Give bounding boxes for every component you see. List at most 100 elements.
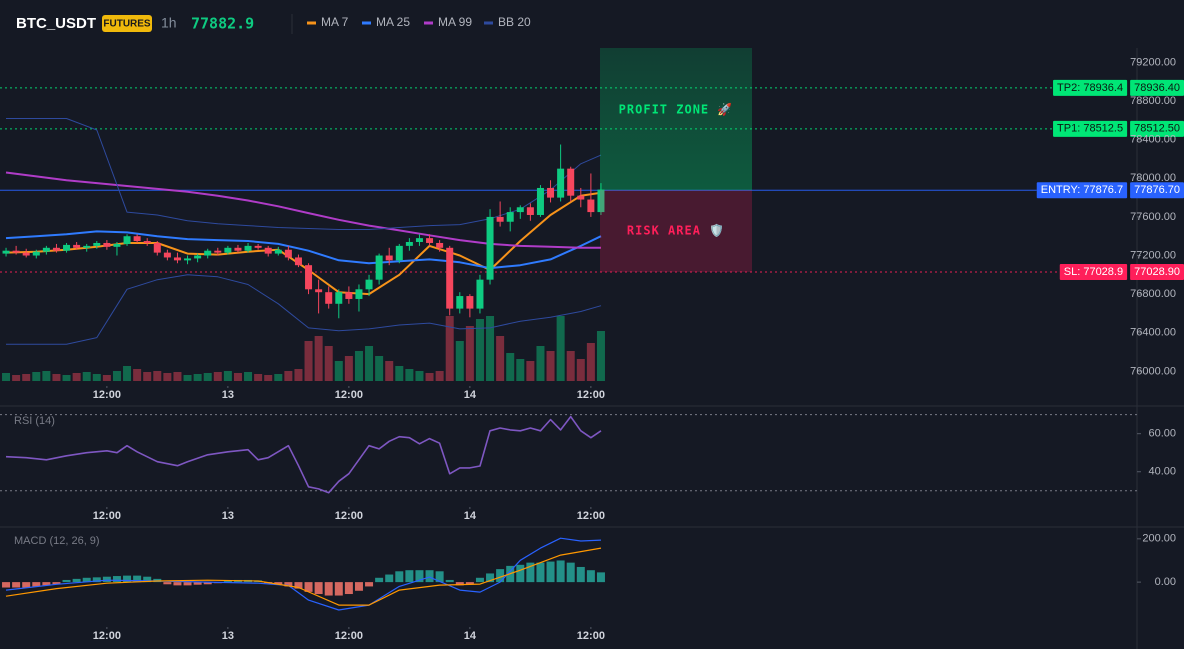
level-label: TP2: 78936.4 xyxy=(1057,82,1123,94)
volume-bar xyxy=(82,372,91,381)
volume-bar xyxy=(193,374,202,381)
macd-histogram-bar xyxy=(596,572,605,583)
volume-bar xyxy=(465,326,474,381)
volume-bar xyxy=(475,319,484,381)
macd-histogram-bar xyxy=(354,582,363,591)
volume-bar xyxy=(294,369,303,381)
macd-histogram-bar xyxy=(365,582,374,587)
candle-body xyxy=(587,199,595,213)
level-label: ENTRY: 77876.7 xyxy=(1041,184,1123,196)
macd-histogram-bar xyxy=(274,582,283,585)
volume-bar xyxy=(12,375,21,381)
macd-histogram-bar xyxy=(133,575,142,583)
macd-histogram-bar xyxy=(576,566,585,583)
interval: 1h xyxy=(161,15,177,31)
volume-bar xyxy=(254,374,263,381)
level-label: TP1: 78512.5 xyxy=(1057,123,1123,135)
volume-bar xyxy=(556,316,565,381)
y-tick-label: 76800.00 xyxy=(1130,288,1176,300)
x-tick-label: 13 xyxy=(222,389,234,401)
macd-histogram-bar xyxy=(173,582,182,586)
macd-histogram-bar xyxy=(82,577,91,583)
candle-body xyxy=(274,249,282,254)
volume-bar xyxy=(395,366,404,381)
volume-bar xyxy=(153,371,162,381)
macd-histogram-bar xyxy=(455,582,464,586)
legend-label: MA 99 xyxy=(438,15,472,29)
volume-bar xyxy=(32,372,41,381)
macd-histogram-bar xyxy=(516,564,525,583)
candle-body xyxy=(436,242,444,248)
volume-bar xyxy=(264,375,273,381)
candle-body xyxy=(405,242,413,246)
level-label-bg xyxy=(1059,264,1128,281)
legend-label: MA 25 xyxy=(376,15,410,29)
candle-body xyxy=(476,279,484,309)
x-tick-label: 12:00 xyxy=(335,510,363,522)
macd-histogram-bar xyxy=(546,561,555,583)
volume-bar xyxy=(133,369,142,381)
volume-bar xyxy=(526,361,535,381)
candle-body xyxy=(567,168,575,196)
candle-body xyxy=(526,207,534,215)
candle-body xyxy=(12,250,20,253)
macd-histogram-bar xyxy=(143,576,152,583)
volume-bar xyxy=(596,331,605,381)
risk-zone xyxy=(600,190,752,273)
volume-bar xyxy=(435,371,444,381)
volume-bar xyxy=(496,336,505,381)
macd-histogram-bar xyxy=(475,577,484,583)
macd-histogram-bar xyxy=(22,582,31,588)
volume-bar xyxy=(183,375,192,381)
macd-histogram-bar xyxy=(12,582,21,588)
volume-bar xyxy=(365,346,374,381)
macd-histogram-bar xyxy=(2,582,11,588)
candle-body xyxy=(577,195,585,200)
candle-body xyxy=(395,245,403,261)
candle-body xyxy=(385,255,393,261)
macd-histogram-bar xyxy=(486,573,495,583)
indicator-line xyxy=(5,171,601,249)
macd-histogram-bar xyxy=(425,570,434,583)
volume-bar xyxy=(213,372,222,381)
candle-body xyxy=(415,238,423,243)
macd-histogram-bar xyxy=(334,582,343,596)
macd-histogram-bar xyxy=(304,582,313,592)
volume-bar xyxy=(354,351,363,381)
x-tick-label: 12:00 xyxy=(93,510,121,522)
macd-histogram-bar xyxy=(193,582,202,585)
rsi-line xyxy=(5,415,602,494)
volume-bar xyxy=(52,374,61,381)
candle-body xyxy=(547,187,555,198)
volume-bar xyxy=(304,341,313,381)
volume-bar xyxy=(506,353,515,381)
legend-label: BB 20 xyxy=(498,15,531,29)
candle-body xyxy=(294,257,302,266)
candle-body xyxy=(456,296,464,309)
zone-label: PROFIT ZONE 🚀 xyxy=(619,103,734,117)
macd-histogram-bar xyxy=(496,569,505,583)
y-tick-label: 78800.00 xyxy=(1130,95,1176,107)
level-price-tag: 77876.70 xyxy=(1134,184,1180,196)
macd-histogram-bar xyxy=(526,562,535,583)
candle-body xyxy=(446,247,454,309)
y-tick-label: 40.00 xyxy=(1148,466,1176,478)
volume-bar xyxy=(42,371,51,381)
candle-body xyxy=(42,247,50,252)
candle-body xyxy=(345,292,353,299)
macd-histogram-bar xyxy=(72,578,81,583)
macd-histogram-bar xyxy=(566,562,575,583)
macd-histogram-bar xyxy=(183,582,192,586)
x-tick-label: 13 xyxy=(222,510,234,522)
volume-bar xyxy=(284,371,293,381)
level-label-bg xyxy=(1036,182,1128,199)
volume-bar xyxy=(566,351,575,381)
volume-bar xyxy=(112,371,121,381)
volume-bar xyxy=(62,375,71,381)
badge-bg xyxy=(102,15,152,32)
volume-bar xyxy=(536,346,545,381)
x-tick-label: 12:00 xyxy=(577,389,605,401)
x-tick-label: 12:00 xyxy=(335,630,363,642)
macd-histogram-bar xyxy=(32,582,41,587)
